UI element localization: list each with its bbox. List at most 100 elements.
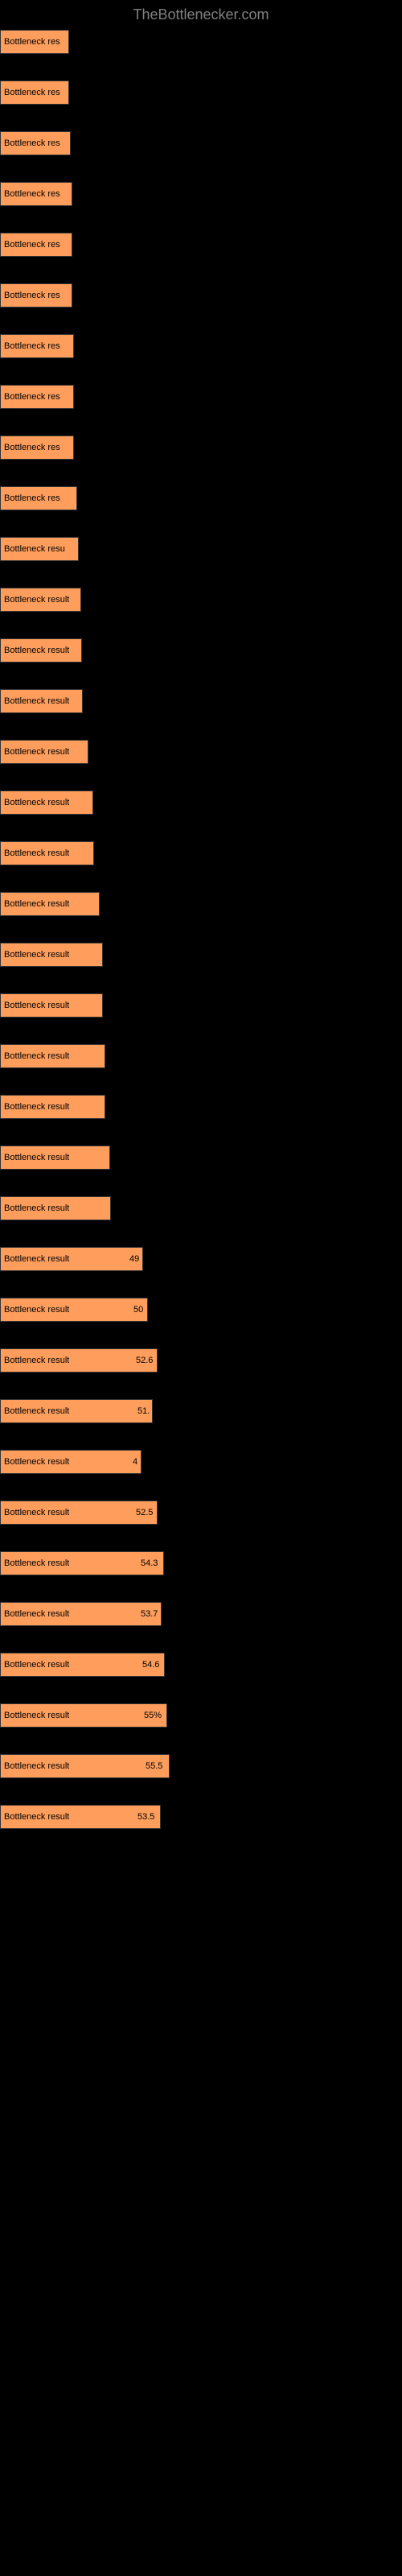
bar: Bottleneck result	[0, 943, 103, 967]
bar-row: Bottleneck result 51.	[0, 1399, 402, 1423]
bar-label: Bottleneck result	[4, 646, 69, 655]
bar: Bottleneck result	[0, 1196, 111, 1220]
bar-row: Bottleneck result 4	[0, 1450, 402, 1474]
bar-value: 51.	[137, 1406, 150, 1416]
bar-row: Bottleneck res	[0, 30, 402, 54]
bar-label: Bottleneck result	[4, 1711, 69, 1720]
bar-label: Bottleneck result	[4, 848, 69, 858]
bar-row: Bottleneck result53.7	[0, 1602, 402, 1626]
bar-row: Bottleneck result 53.5	[0, 1805, 402, 1829]
bar: Bottleneck result 4	[0, 1450, 142, 1474]
bar: Bottleneck result	[0, 1095, 105, 1119]
bar-row: Bottleneck res	[0, 486, 402, 510]
bar-row: Bottleneck result 55.5	[0, 1754, 402, 1778]
bar-row: Bottleneck result	[0, 588, 402, 612]
bar: Bottleneck result 55.5	[0, 1754, 170, 1778]
bar-row: Bottleneck result55%	[0, 1703, 402, 1728]
site-title: TheBottlenecker.com	[133, 6, 269, 23]
bar-label: Bottleneck res	[4, 37, 60, 47]
bar: Bottleneck result	[0, 993, 103, 1018]
bar-label: Bottleneck result	[4, 1153, 69, 1162]
bottleneck-chart: Bottleneck res Bottleneck res Bottleneck r…	[0, 27, 402, 1872]
bar-row: Bottleneck res	[0, 182, 402, 206]
bar-value: 52.6	[136, 1356, 153, 1365]
bar-row: Bottleneck result 54.3	[0, 1551, 402, 1575]
bar-value: 49	[129, 1254, 139, 1264]
bar-row: Bottleneck resu	[0, 537, 402, 561]
bar: Bottleneck res	[0, 182, 72, 206]
bar: Bottleneck res	[0, 486, 77, 510]
bar-row: Bottleneck result	[0, 740, 402, 764]
bar: Bottleneck result 51.	[0, 1399, 153, 1423]
bar-label: Bottleneck result	[4, 1660, 69, 1670]
bar-row: Bottleneck result52.5	[0, 1501, 402, 1525]
page-header: TheBottlenecker.com	[0, 0, 402, 27]
bar-row: Bottleneck result	[0, 993, 402, 1018]
bar: Bottleneck result 52.6	[0, 1348, 158, 1373]
bar-row: Bottleneck result	[0, 689, 402, 713]
bar-value: 53.5	[137, 1812, 154, 1822]
bar: Bottleneck result52.5	[0, 1501, 158, 1525]
bar: Bottleneck result	[0, 841, 94, 865]
bar-label: Bottleneck result	[4, 1356, 69, 1365]
bar: Bottleneck result 54.3	[0, 1551, 164, 1575]
bar-row: Bottleneck result	[0, 638, 402, 663]
bar: Bottleneck res	[0, 385, 74, 409]
bar-label: Bottleneck result	[4, 1457, 69, 1467]
bar-label: Bottleneck result	[4, 899, 69, 909]
bar-label: Bottleneck res	[4, 341, 60, 351]
bar-row: Bottleneck res	[0, 233, 402, 257]
bar-value: 55.5	[146, 1761, 162, 1771]
bar: Bottleneck result	[0, 791, 93, 815]
bar-label: Bottleneck result	[4, 1558, 69, 1568]
bar: Bottleneck result	[0, 740, 88, 764]
bar: Bottleneck result	[0, 892, 100, 916]
bar-label: Bottleneck result	[4, 1254, 69, 1264]
bar: Bottleneck res	[0, 30, 69, 54]
bar-label: Bottleneck result	[4, 1406, 69, 1416]
bar-row: Bottleneck result	[0, 1146, 402, 1170]
bar-row: Bottleneck result	[0, 1196, 402, 1220]
bar-label: Bottleneck result	[4, 696, 69, 706]
bar-label: Bottleneck result	[4, 1001, 69, 1010]
bar-label: Bottleneck res	[4, 493, 60, 503]
bar-label: Bottleneck result	[4, 747, 69, 757]
bar-label: Bottleneck res	[4, 189, 60, 199]
bar: Bottleneck result	[0, 689, 83, 713]
bar: Bottleneck result 49	[0, 1247, 143, 1271]
bar-value: 4	[133, 1457, 137, 1467]
bar-label: Bottleneck res	[4, 392, 60, 402]
bar-row: Bottleneck res	[0, 80, 402, 105]
bar-row: Bottleneck res	[0, 334, 402, 358]
bar-label: Bottleneck res	[4, 240, 60, 250]
bar: Bottleneck res	[0, 283, 72, 308]
bar: Bottleneck res	[0, 80, 69, 105]
bar-label: Bottleneck res	[4, 138, 60, 148]
bar-row: Bottleneck result 52.6	[0, 1348, 402, 1373]
bar-label: Bottleneck result	[4, 1102, 69, 1112]
bar-row: Bottleneck result	[0, 943, 402, 967]
bar-label: Bottleneck result	[4, 595, 69, 605]
bar-label: Bottleneck result	[4, 798, 69, 807]
bar: Bottleneck res	[0, 436, 74, 460]
bar-label: Bottleneck result	[4, 1761, 69, 1771]
bar-value: 54.3	[141, 1558, 158, 1568]
bar: Bottleneck result	[0, 1146, 110, 1170]
bar: Bottleneck res	[0, 131, 71, 155]
bar-label: Bottleneck result	[4, 1812, 69, 1822]
bar-row: Bottleneck result 49	[0, 1247, 402, 1271]
bar: Bottleneck result	[0, 1044, 105, 1068]
bar-label: Bottleneck res	[4, 443, 60, 452]
bar-value: 52.5	[136, 1508, 153, 1517]
bar-label: Bottleneck res	[4, 88, 60, 97]
bar-row: Bottleneck result	[0, 841, 402, 865]
bar: Bottleneck result55%	[0, 1703, 167, 1728]
bar-row: Bottleneck result	[0, 892, 402, 916]
bar: Bottleneck resu	[0, 537, 79, 561]
bar-label: Bottleneck resu	[4, 544, 65, 554]
bar: Bottleneck result 54.6	[0, 1653, 165, 1677]
bar-value: 54.6	[142, 1660, 159, 1670]
bar-value: 50	[133, 1305, 143, 1315]
bar-row: Bottleneck result	[0, 1044, 402, 1068]
bar-row: Bottleneck result	[0, 1095, 402, 1119]
